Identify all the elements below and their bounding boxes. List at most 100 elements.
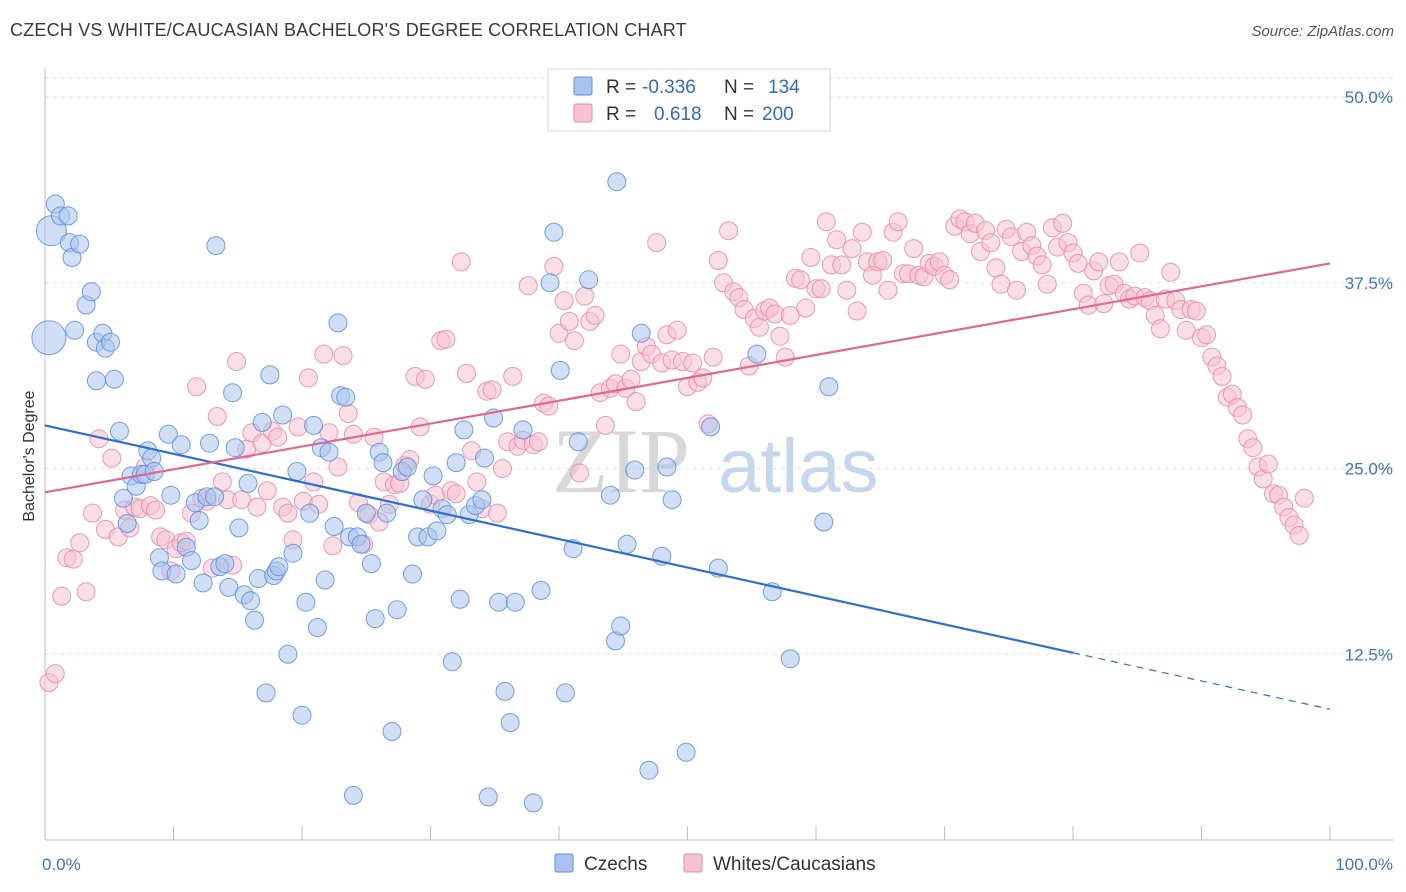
point-czechs-97 <box>442 652 462 672</box>
point-czechs-117 <box>555 683 575 703</box>
point-whites-232 <box>1243 438 1263 458</box>
point-whites-1 <box>45 664 65 684</box>
point-whites-35 <box>232 490 252 510</box>
point-czechs-30 <box>161 485 181 505</box>
point-whites-99 <box>559 311 579 331</box>
point-whites-160 <box>873 251 893 270</box>
trend-lines <box>44 262 1331 710</box>
point-whites-145 <box>796 298 816 318</box>
point-czechs-79 <box>356 503 376 523</box>
point-czechs-49 <box>238 473 258 493</box>
point-whites-146 <box>801 248 821 267</box>
y-tick-label-1: 25.0% <box>1345 460 1393 479</box>
point-czechs-39 <box>200 433 219 453</box>
point-whites-55 <box>333 346 353 366</box>
point-czechs-111 <box>513 420 533 440</box>
point-whites-123 <box>683 353 703 373</box>
point-czechs-115 <box>544 222 564 242</box>
point-whites-71 <box>415 369 435 389</box>
x-tick-label-1: 100.0% <box>1335 855 1393 874</box>
point-whites-6 <box>76 582 96 602</box>
y-axis-label: Bachelor's Degree <box>21 390 38 521</box>
point-czechs-109 <box>500 713 520 733</box>
point-czechs-53 <box>252 412 272 432</box>
point-whites-85 <box>487 503 507 523</box>
point-whites-198 <box>1068 253 1088 273</box>
trend-line-czechs <box>44 424 1074 654</box>
bottom-legend-swatch-czechs <box>554 853 574 873</box>
point-whites-219 <box>1176 320 1196 340</box>
point-czechs-78 <box>351 534 371 554</box>
point-whites-109 <box>611 344 631 364</box>
point-czechs-31 <box>166 564 186 584</box>
point-whites-144 <box>791 270 811 290</box>
point-whites-88 <box>503 366 523 386</box>
point-whites-235 <box>1258 454 1278 474</box>
point-czechs-99 <box>450 589 470 609</box>
point-whites-78 <box>451 252 471 272</box>
point-whites-31 <box>212 472 232 492</box>
point-czechs-123 <box>611 616 631 636</box>
point-czechs-80 <box>361 554 381 574</box>
point-czechs-86 <box>387 600 407 620</box>
point-czechs-8 <box>65 320 85 340</box>
point-whites-173 <box>940 270 960 290</box>
watermark-atlas: atlas <box>718 424 879 509</box>
point-whites-30 <box>207 407 227 426</box>
point-czechs-110 <box>505 592 525 612</box>
point-whites-223 <box>1197 325 1217 345</box>
point-czechs-121 <box>600 485 620 505</box>
point-whites-202 <box>1089 252 1109 272</box>
legend-czechs-n-label: N = <box>724 77 754 98</box>
y-tick-label-0: 12.5% <box>1345 645 1393 664</box>
bottom-legend-czechs: Czechs <box>584 854 647 875</box>
point-czechs-127 <box>631 323 651 343</box>
point-czechs-37 <box>193 573 213 593</box>
point-czechs-138 <box>814 512 834 532</box>
point-czechs-65 <box>300 503 320 523</box>
point-whites-86 <box>493 459 512 478</box>
point-whites-91 <box>518 276 538 296</box>
point-whites-152 <box>832 255 852 275</box>
legend-whites-r-value: 0.618 <box>654 104 702 125</box>
point-whites-148 <box>811 279 831 299</box>
point-whites-136 <box>750 317 769 337</box>
point-whites-5 <box>70 533 90 553</box>
point-czechs-52 <box>248 569 268 588</box>
point-czechs-17 <box>110 421 129 441</box>
point-czechs-76 <box>343 785 363 805</box>
legend-whites-n-value: 200 <box>762 104 794 125</box>
bottom-legend: Czechs Whites/Caucasians <box>554 853 876 875</box>
point-whites-112 <box>626 392 646 412</box>
legend-box <box>547 68 831 132</box>
legend-czechs-r-label: R = <box>606 77 636 98</box>
point-whites-54 <box>328 457 348 477</box>
point-whites-96 <box>544 256 564 276</box>
point-whites-26 <box>187 377 207 397</box>
chart-title: CZECH VS WHITE/CAUCASIAN BACHELOR'S DEGR… <box>10 20 687 40</box>
point-czechs-135 <box>747 344 767 364</box>
point-czechs-83 <box>373 453 393 473</box>
point-czechs-105 <box>478 787 498 807</box>
point-whites-75 <box>436 329 456 349</box>
point-whites-116 <box>647 233 667 253</box>
point-whites-221 <box>1186 301 1206 321</box>
point-czechs-7 <box>31 320 67 356</box>
point-czechs-84 <box>377 503 397 523</box>
point-czechs-64 <box>296 592 316 612</box>
point-whites-161 <box>878 280 898 300</box>
point-czechs-130 <box>657 457 677 477</box>
point-czechs-98 <box>446 453 466 473</box>
point-czechs-40 <box>205 487 225 507</box>
point-czechs-59 <box>273 405 293 425</box>
point-whites-77 <box>446 484 466 504</box>
point-czechs-61 <box>283 543 303 563</box>
point-czechs-19 <box>117 514 137 533</box>
point-whites-4 <box>63 549 83 569</box>
point-czechs-43 <box>215 554 235 574</box>
point-czechs-132 <box>676 742 696 762</box>
point-czechs-45 <box>223 383 243 403</box>
point-whites-166 <box>904 239 924 259</box>
point-whites-111 <box>621 369 641 389</box>
point-whites-53 <box>323 536 343 556</box>
